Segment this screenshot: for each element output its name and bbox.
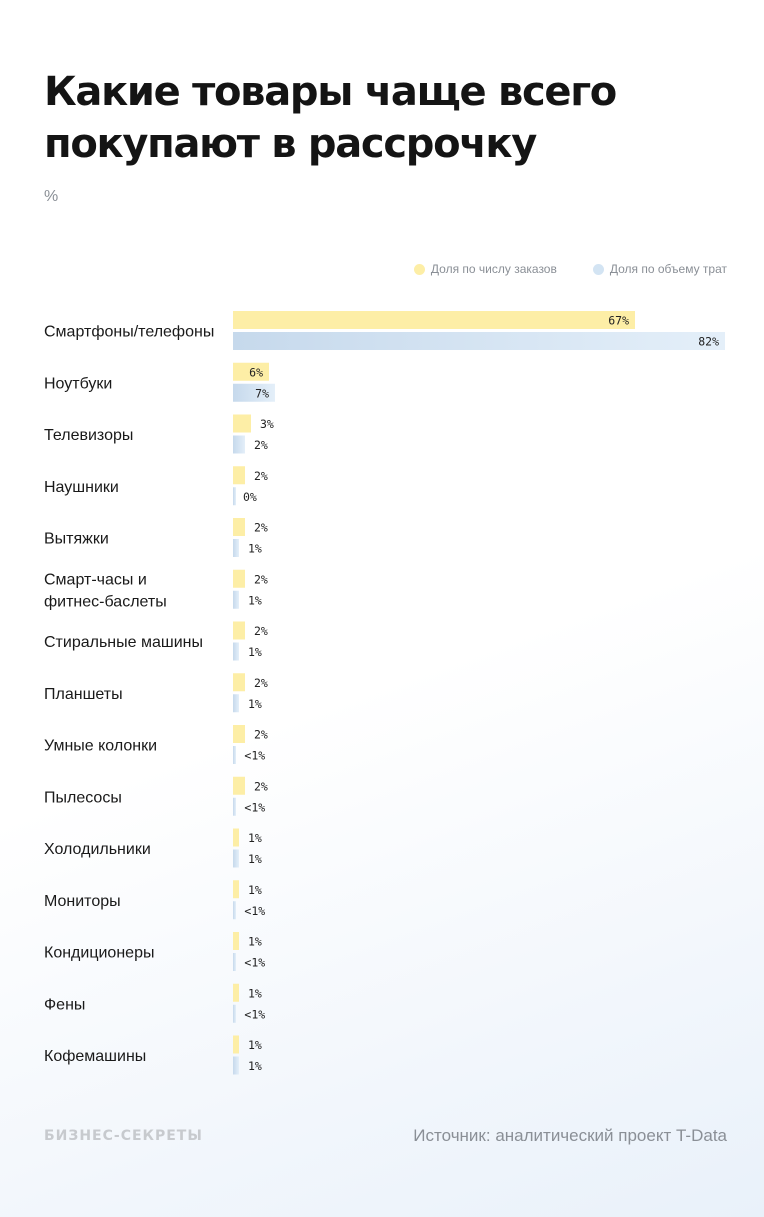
bar-orders (233, 983, 239, 1002)
data-label-orders: 2% (254, 624, 268, 638)
data-label-spend: 0% (243, 490, 257, 504)
legend: Доля по числу заказов Доля по объему тра… (413, 262, 727, 276)
bar-spend (233, 953, 236, 971)
category-label: Наушники (44, 479, 119, 496)
data-label-spend: 1% (248, 645, 262, 659)
category-label: Планшеты (44, 686, 123, 703)
bar-orders (233, 518, 245, 536)
data-label-orders: 1% (248, 935, 262, 949)
category-label: Кофемашины (44, 1048, 146, 1065)
data-label-orders: 6% (249, 365, 263, 379)
data-label-orders: 2% (254, 469, 268, 483)
category-label: Смартфоны/телефоны (44, 324, 214, 341)
data-label-orders: 3% (260, 417, 274, 431)
bar-spend (233, 487, 236, 506)
source-note: Источник: аналитический проект T-Data (413, 1126, 727, 1145)
data-label-orders: 1% (248, 883, 262, 897)
bar-spend (233, 797, 236, 816)
data-label-spend: 1% (248, 542, 262, 556)
category-label: Кондиционеры (44, 945, 154, 962)
bar-orders (233, 725, 245, 743)
bar-spend (233, 901, 236, 920)
category-label: Мониторы (44, 893, 121, 910)
bar-orders (233, 362, 269, 381)
bar-orders (233, 776, 245, 795)
data-label-orders: 1% (248, 831, 262, 845)
bar-spend (233, 849, 239, 868)
legend-swatch-spend (592, 263, 604, 275)
legend-label-orders: Доля по числу заказов (430, 262, 557, 276)
category-label: Ноутбуки (44, 375, 112, 392)
bar-spend (233, 1056, 239, 1075)
category-label: Телевизоры (44, 427, 133, 444)
data-label-orders: 2% (254, 676, 268, 690)
bar-orders (233, 466, 245, 485)
category-label: Умные колонки (44, 738, 157, 755)
bar-orders (233, 932, 239, 950)
data-label-spend: 1% (248, 852, 262, 866)
bar-orders (233, 311, 635, 329)
category-label: Смарт-часы и (44, 571, 147, 588)
bar-orders (233, 1035, 239, 1054)
unit-label: % (44, 188, 59, 205)
bar-orders (233, 569, 245, 588)
chart-title: Какие товары чаще всего покупают в расср… (44, 69, 617, 167)
category-label: Стиральные машины (44, 634, 203, 651)
data-label-orders: 67% (608, 314, 629, 328)
data-label-spend: 1% (248, 593, 262, 607)
bar-spend (233, 435, 245, 454)
data-label-orders: 2% (254, 728, 268, 742)
data-label-spend: <1% (244, 956, 265, 970)
data-label-orders: 2% (254, 572, 268, 586)
bar-spend (233, 746, 236, 764)
brand-logo: БИЗНЕС-СЕКРЕТЫ (44, 1128, 203, 1144)
category-label: Фены (44, 996, 85, 1013)
data-label-spend: 7% (255, 386, 269, 400)
bar-orders (233, 621, 245, 640)
data-label-spend: 1% (248, 697, 262, 711)
legend-item-spend: Доля по объему трат (592, 262, 727, 276)
category-label: фитнес-баслеты (44, 593, 167, 610)
legend-swatch-orders (413, 263, 425, 275)
data-label-spend: <1% (244, 800, 265, 814)
category-label: Холодильники (44, 841, 151, 858)
data-label-spend: 82% (698, 335, 719, 349)
category-label: Пылесосы (44, 789, 122, 806)
data-label-orders: 2% (254, 779, 268, 793)
bar-spend (233, 694, 239, 713)
data-label-spend: 1% (248, 1059, 262, 1073)
data-label-spend: 2% (254, 438, 268, 452)
bar-spend (233, 539, 239, 557)
bar-spend (233, 383, 275, 402)
data-label-spend: <1% (244, 749, 265, 763)
data-label-orders: 1% (248, 986, 262, 1000)
data-label-orders: 2% (254, 521, 268, 535)
data-label-orders: 1% (248, 1038, 262, 1052)
legend-label-spend: Доля по объему трат (609, 262, 727, 276)
legend-item-orders: Доля по числу заказов (413, 262, 557, 276)
data-label-spend: <1% (244, 1007, 265, 1021)
bar-orders (233, 414, 251, 433)
data-label-spend: <1% (244, 904, 265, 918)
bar-chart: Смартфоны/телефоны 67% 82% Ноутбуки 6% 7% Теле… (44, 311, 725, 1075)
bar-spend (233, 332, 725, 350)
bar-orders (233, 828, 239, 847)
bar-spend (233, 590, 239, 609)
bar-spend (233, 1004, 236, 1023)
bar-orders (233, 673, 245, 692)
category-label: Вытяжки (44, 531, 109, 548)
bar-orders (233, 880, 239, 899)
bar-spend (233, 642, 239, 661)
